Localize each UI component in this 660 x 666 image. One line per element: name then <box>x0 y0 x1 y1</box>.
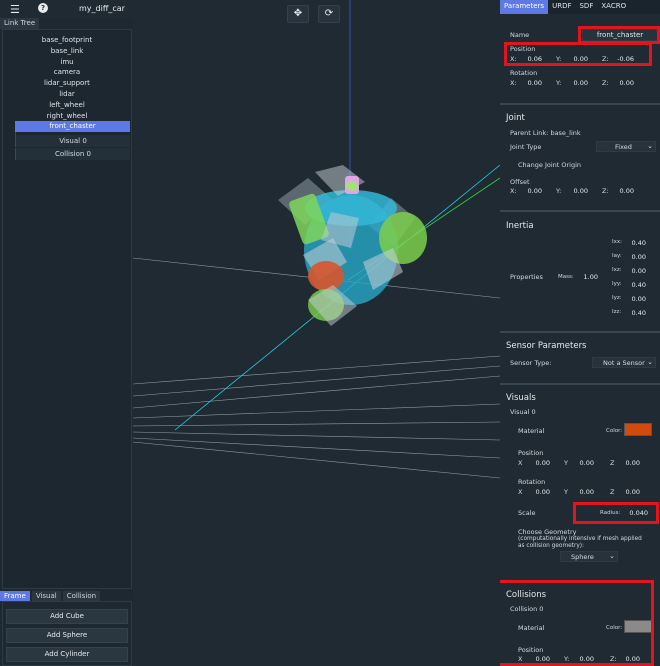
iyy-input[interactable]: 0.40 <box>631 281 646 289</box>
ixz-input[interactable]: 0.00 <box>631 267 646 275</box>
tab-parameters[interactable]: Parameters <box>500 0 549 14</box>
tab-visual[interactable]: Visual <box>31 591 61 601</box>
move-tool-button[interactable]: ✥ <box>287 5 309 23</box>
tab-link-tree[interactable]: Link Tree <box>0 18 40 29</box>
visual-rotation-y[interactable]: 0.00 <box>579 488 594 496</box>
tree-item-base-footprint[interactable]: base_footprint <box>41 36 93 44</box>
app-title: my_diff_car <box>79 4 125 13</box>
change-joint-origin[interactable]: Change Joint Origin <box>518 161 582 169</box>
visuals-section: Visuals Visual 0 Material Color: Positio… <box>500 383 660 573</box>
position-x[interactable]: 0.06 <box>527 55 542 63</box>
tree-item-lidar-support[interactable]: lidar_support <box>44 79 90 88</box>
geometry-note: (computationally intensive if mesh appli… <box>518 536 642 549</box>
help-icon[interactable]: ? <box>38 3 48 13</box>
hamburger-icon[interactable]: ☰ <box>10 3 20 16</box>
tree-item-camera[interactable]: camera <box>53 68 81 77</box>
add-cube-button[interactable]: Add Cube <box>6 609 128 624</box>
collision-material-label: Material <box>518 624 545 632</box>
collisions-title: Collisions <box>506 590 547 600</box>
parent-link: Parent Link: base_link <box>510 129 581 137</box>
izz-input[interactable]: 0.40 <box>631 309 646 317</box>
tree-item-collision-0[interactable]: Collision 0 <box>15 148 130 161</box>
collision-0-label: Collision 0 <box>510 605 544 613</box>
highlight-position <box>504 42 652 66</box>
visual-position-x[interactable]: 0.00 <box>535 459 550 467</box>
left-panel: Link Tree base_footprint base_link imu c… <box>0 18 133 666</box>
position-z[interactable]: -0.06 <box>617 55 634 63</box>
joint-type-select[interactable]: Fixed ⌄ <box>596 141 656 152</box>
add-cylinder-button[interactable]: Add Cylinder <box>6 647 128 662</box>
rotation-label: Rotation <box>510 69 538 77</box>
visual-position-y[interactable]: 0.00 <box>579 459 594 467</box>
visual-position-z[interactable]: 0.00 <box>625 459 640 467</box>
collision-position-label: Position <box>518 646 544 654</box>
choose-geometry-label: Choose Geometry <box>518 528 577 536</box>
sensor-section: Sensor Parameters Sensor Type: Not a Sen… <box>500 331 660 377</box>
radius-input[interactable]: 0.040 <box>629 509 648 517</box>
visual-rotation-label: Rotation <box>518 478 546 486</box>
add-sphere-button[interactable]: Add Sphere <box>6 628 128 643</box>
app-header: ☰ ? my_diff_car <box>0 0 133 18</box>
chevron-down-icon: ⌄ <box>647 358 653 366</box>
name-label: Name <box>510 31 530 39</box>
scene-canvas <box>133 0 500 479</box>
collision-position-z[interactable]: 0.00 <box>625 655 640 663</box>
tab-xacro[interactable]: XACRO <box>601 2 627 10</box>
tree-item-front-chaster[interactable]: front_chaster <box>15 121 130 133</box>
collision-position-x[interactable]: 0.00 <box>535 655 550 663</box>
collisions-section: Collisions Collision 0 Material Color: P… <box>500 580 660 666</box>
link-tree: base_footprint base_link imu camera lida… <box>2 29 132 589</box>
sensor-type-select[interactable]: Not a Sensor ⌄ <box>592 357 656 368</box>
visual-rotation-z[interactable]: 0.00 <box>625 488 640 496</box>
chevron-down-icon: ⌄ <box>609 552 615 560</box>
tree-item-lidar[interactable]: lidar <box>59 89 75 98</box>
offset-label: Offset <box>510 178 530 186</box>
properties-label: Properties <box>510 273 543 281</box>
position-y[interactable]: 0.00 <box>573 55 588 63</box>
rotation-x[interactable]: 0.00 <box>527 79 542 87</box>
sensor-type-label: Sensor Type: <box>510 359 552 367</box>
collision-position-y[interactable]: 0.00 <box>579 655 594 663</box>
tree-item-left-wheel[interactable]: left_wheel <box>49 100 85 109</box>
highlight-radius <box>573 502 659 524</box>
offset-z[interactable]: 0.00 <box>619 187 634 195</box>
joint-type-label: Joint Type <box>510 143 542 151</box>
tab-sdf[interactable]: SDF <box>579 2 594 10</box>
visual-color-swatch[interactable] <box>624 423 652 436</box>
joint-title: Joint <box>506 113 525 123</box>
sensor-title: Sensor Parameters <box>506 341 587 351</box>
ixx-input[interactable]: 0.40 <box>631 239 646 247</box>
offset-x[interactable]: 0.00 <box>527 187 542 195</box>
visual-rotation-x[interactable]: 0.00 <box>535 488 550 496</box>
ixy-input[interactable]: 0.00 <box>631 253 646 261</box>
chevron-down-icon: ⌄ <box>647 142 653 150</box>
mass-input[interactable]: 1.00 <box>583 273 598 281</box>
position-label: Position <box>510 45 536 53</box>
rotate-tool-button[interactable]: ⟳ <box>318 5 340 23</box>
tab-urdf[interactable]: URDF <box>552 2 572 10</box>
tab-frame[interactable]: Frame <box>0 591 30 601</box>
highlight-collisions <box>500 580 654 666</box>
inertia-section: Inertia Properties Mass: 1.00 Ixx: 0.40 … <box>500 210 660 325</box>
tree-item-visual-0[interactable]: Visual 0 <box>15 135 130 148</box>
3d-viewport[interactable]: ✥ ⟳ <box>133 0 500 666</box>
scale-label: Scale <box>518 509 536 517</box>
visual-material-label: Material <box>518 427 545 435</box>
joint-section: Joint Parent Link: base_link Joint Type … <box>500 103 660 203</box>
rotation-z[interactable]: 0.00 <box>619 79 634 87</box>
visuals-title: Visuals <box>506 393 536 403</box>
offset-y[interactable]: 0.00 <box>573 187 588 195</box>
right-panel: Parameters URDF SDF XACRO Name front_cha… <box>500 0 660 666</box>
iyz-input[interactable]: 0.00 <box>631 295 646 303</box>
visual-position-label: Position <box>518 449 544 457</box>
geometry-select[interactable]: Sphere ⌄ <box>560 551 618 562</box>
tree-item-base-link[interactable]: base_link <box>50 46 84 55</box>
tree-item-imu[interactable]: imu <box>60 57 74 66</box>
visual-0-label: Visual 0 <box>510 408 536 416</box>
inertia-title: Inertia <box>506 221 534 231</box>
rotation-y[interactable]: 0.00 <box>573 79 588 87</box>
mass-label: Mass: <box>558 274 574 280</box>
tree-item-right-wheel[interactable]: right_wheel <box>46 111 88 120</box>
tab-collision[interactable]: Collision <box>62 591 101 601</box>
